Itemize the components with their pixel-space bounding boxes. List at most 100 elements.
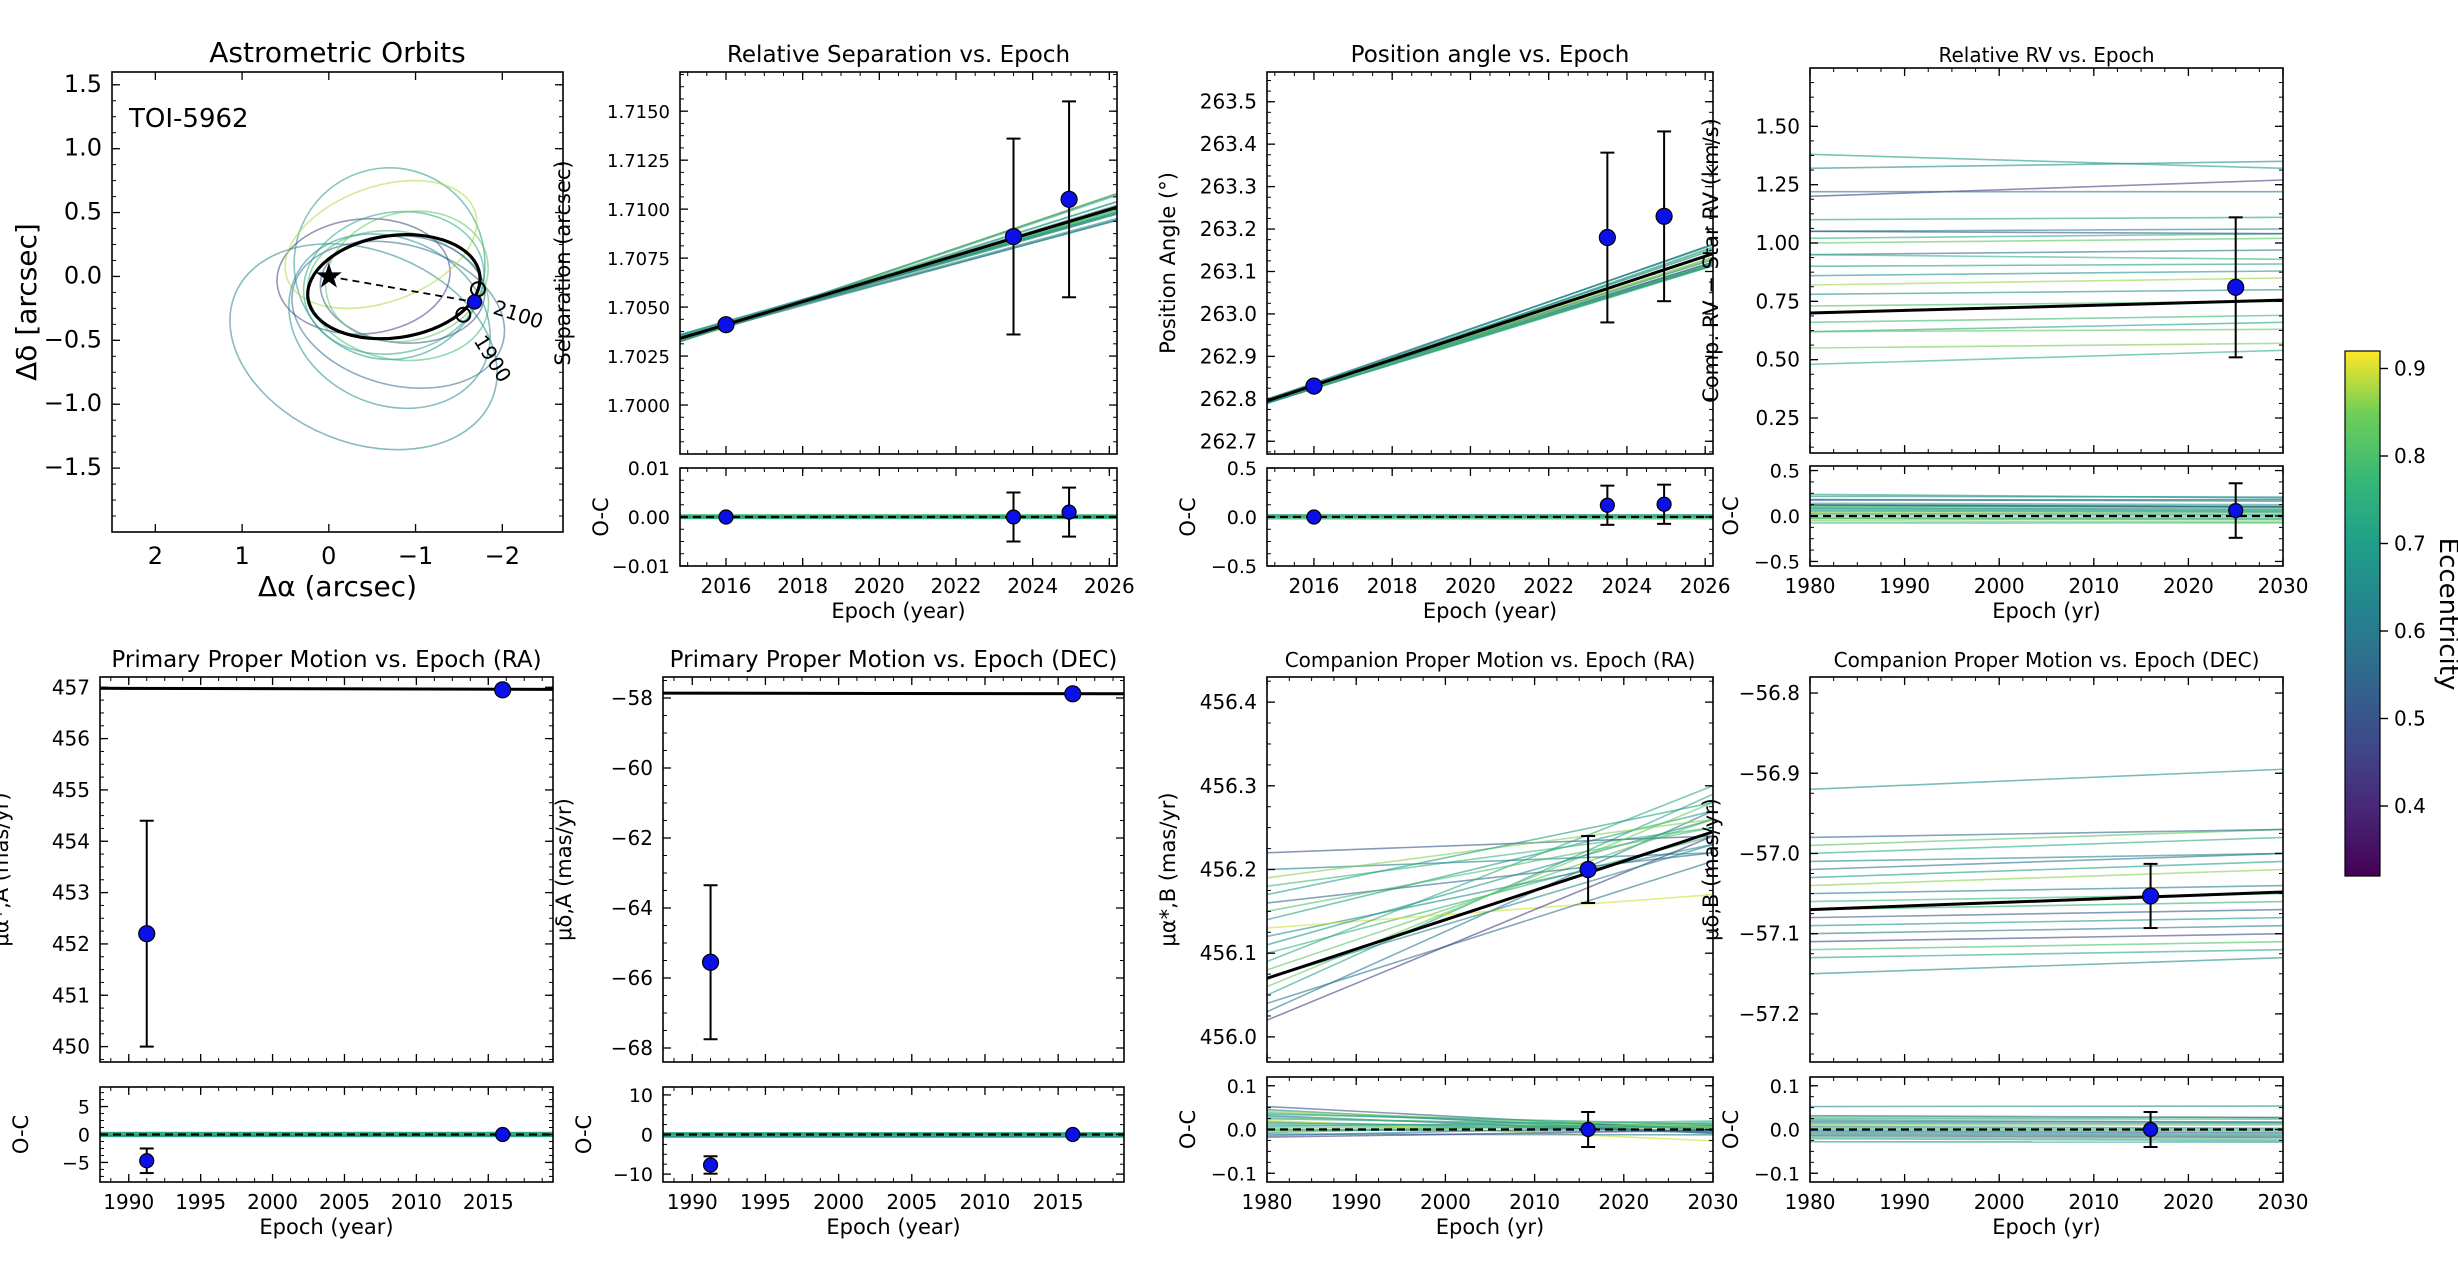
residual-y-axis-label: O-C [1719,1110,1743,1149]
y-tick-label: 457 [52,675,90,699]
residual-point [1306,509,1322,525]
residual-y-axis-label: O-C [1719,496,1743,535]
y-axis-label: μα*,A (mas/yr) [0,792,13,946]
residual-sample-line [1267,1116,1713,1130]
y-tick-label: 263.4 [1200,132,1257,156]
x-tick-label: 2030 [1688,1190,1739,1214]
orbit-sample-line [1810,900,2283,911]
y-axis-label: Position Angle (°) [1156,172,1180,354]
x-tick-label: −1 [398,542,433,570]
orbit-sample-line [1267,785,1713,963]
residual-sample-line [1810,1130,2283,1134]
data-point [1305,377,1323,395]
y-tick-label: 1.7000 [607,396,670,417]
axes-frame [1266,71,1714,455]
x-tick-label: 2030 [2258,1190,2309,1214]
orbit-sample [229,242,498,451]
chart-title: Primary Proper Motion vs. Epoch (DEC) [670,647,1118,673]
best-fit-line [1267,252,1713,403]
x-tick-label: 2000 [1974,574,2025,598]
x-tick-label: −2 [485,542,520,570]
x-tick-label: 2010 [391,1190,442,1214]
y-tick-label: 0.75 [1755,289,1800,313]
y-tick-label: −66 [611,966,653,990]
companion-point [466,294,483,310]
residual-plot-area [663,1126,1124,1175]
y-tick-label: 0.0 [64,261,102,289]
data-point [138,925,156,943]
y-tick-label: 0 [78,1125,90,1147]
orbit-sample [276,217,451,336]
residual-plot-area [1267,483,1713,526]
residual-plot-area [1810,482,2283,539]
x-tick-label: 1990 [1879,1190,1930,1214]
y-tick-label: 0 [641,1125,653,1147]
orbit-sample-line [1267,843,1713,980]
data-point [1064,685,1082,703]
y-tick-label: 456.0 [1200,1025,1257,1049]
y-tick-label: −0.01 [612,556,670,578]
y-tick-label: −56.8 [1739,681,1800,705]
orbit-sample-line [1267,826,1713,888]
residual-point [2142,1121,2159,1138]
y-tick-label: −1.5 [44,453,102,481]
y-tick-label: 450 [52,1035,90,1059]
residual-sample-line [1810,502,2283,506]
x-tick-label: 2026 [1680,574,1731,598]
relative_rv-panel: Relative RV vs. Epoch 0.25 0.50 0.75 1.00 1.2… [1699,43,2308,623]
x-tick-label: 2000 [247,1190,298,1214]
residual-sample-line [1810,1134,2283,1139]
main-plot-area [663,685,1124,1041]
y-tick-label: 455 [52,778,90,802]
main-plot-area [100,681,553,1048]
y-tick-label: 262.8 [1200,387,1257,411]
orbit-sample-line [680,219,1117,340]
y-tick-label: 0.0 [1770,1120,1800,1142]
residual-sample-line [1810,1119,2283,1123]
residual-point [495,1126,511,1143]
residual-point [1061,504,1077,520]
residual-point [1005,509,1022,525]
residual-point [702,1157,719,1173]
x-tick-label: 1980 [1242,1190,1293,1214]
orbit-sample-line [1810,253,2283,261]
y-tick-label: 456.1 [1200,941,1257,965]
orbit-sample-line [1267,801,1713,896]
y-tick-label: 5 [78,1097,90,1119]
axes-frame [679,71,1118,455]
y-tick-label: 263.1 [1200,259,1257,283]
orbit-sample-line [1810,868,2283,887]
y-tick-label: 263.5 [1200,90,1257,114]
x-tick-label: 2005 [886,1190,937,1214]
best-fit-line [1267,830,1713,980]
y-tick-label: 1.7125 [607,151,670,172]
y-tick-label: 452 [52,932,90,956]
residual-y-axis-label: O-C [572,1115,596,1154]
target-name: TOI-5962 [128,104,249,134]
colorbar-label: Eccentricity [2433,538,2458,691]
orbit-sample-line [1267,810,1713,921]
orbit-sample-line [1810,230,2283,235]
y-tick-label: 263.2 [1200,217,1257,241]
orbit-sample-line [1810,314,2283,324]
y-tick-label: 0.50 [1755,348,1800,372]
y-tick-label: −0.1 [1211,1163,1257,1185]
data-point [2227,278,2245,296]
y-tick-label: 0.1 [1770,1076,1800,1098]
data-point [1598,228,1616,247]
orbit-sample-line [1810,908,2283,919]
residual-point [139,1153,155,1169]
orbit-sample-line [1810,768,2283,791]
y-tick-label: −0.1 [1754,1163,1800,1185]
x-tick-label: 1990 [667,1190,718,1214]
colorbar-tick-label: 0.7 [2394,532,2426,556]
y-tick-label: 456.3 [1200,774,1257,798]
y-tick-label: 1.25 [1755,173,1800,197]
y-tick-label: 1.50 [1755,114,1800,138]
residual-point [1580,1121,1596,1138]
orbit-sample-line [1810,216,2283,221]
x-axis-label: Epoch (yr) [1992,599,2100,623]
companion_pm_ra-panel: Companion Proper Motion vs. Epoch (RA) 45… [1156,648,1738,1239]
y-tick-label: −0.5 [1211,556,1257,578]
y-tick-label: −5 [62,1152,90,1174]
